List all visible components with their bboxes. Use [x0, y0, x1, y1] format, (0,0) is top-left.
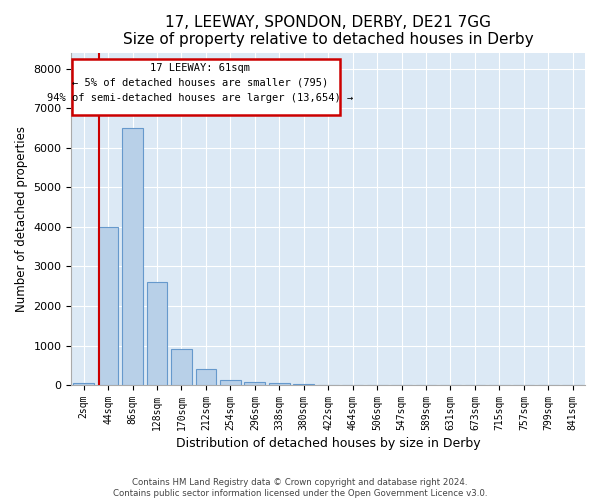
Bar: [293, 384, 314, 385]
Text: 94% of semi-detached houses are larger (13,654) →: 94% of semi-detached houses are larger (…: [47, 92, 353, 102]
FancyBboxPatch shape: [72, 58, 340, 115]
Bar: [171, 350, 192, 385]
Bar: [122, 128, 143, 385]
Y-axis label: Number of detached properties: Number of detached properties: [15, 126, 28, 312]
Text: Contains HM Land Registry data © Crown copyright and database right 2024.
Contai: Contains HM Land Registry data © Crown c…: [113, 478, 487, 498]
Title: 17, LEEWAY, SPONDON, DERBY, DE21 7GG
Size of property relative to detached house: 17, LEEWAY, SPONDON, DERBY, DE21 7GG Siz…: [123, 15, 533, 48]
Bar: [244, 382, 265, 385]
Bar: [196, 370, 217, 385]
Bar: [220, 380, 241, 385]
Bar: [269, 383, 290, 385]
X-axis label: Distribution of detached houses by size in Derby: Distribution of detached houses by size …: [176, 437, 481, 450]
Bar: [146, 282, 167, 385]
Text: ← 5% of detached houses are smaller (795): ← 5% of detached houses are smaller (795…: [71, 78, 328, 88]
Text: 17 LEEWAY: 61sqm: 17 LEEWAY: 61sqm: [150, 63, 250, 73]
Bar: [98, 227, 118, 385]
Bar: [73, 383, 94, 385]
